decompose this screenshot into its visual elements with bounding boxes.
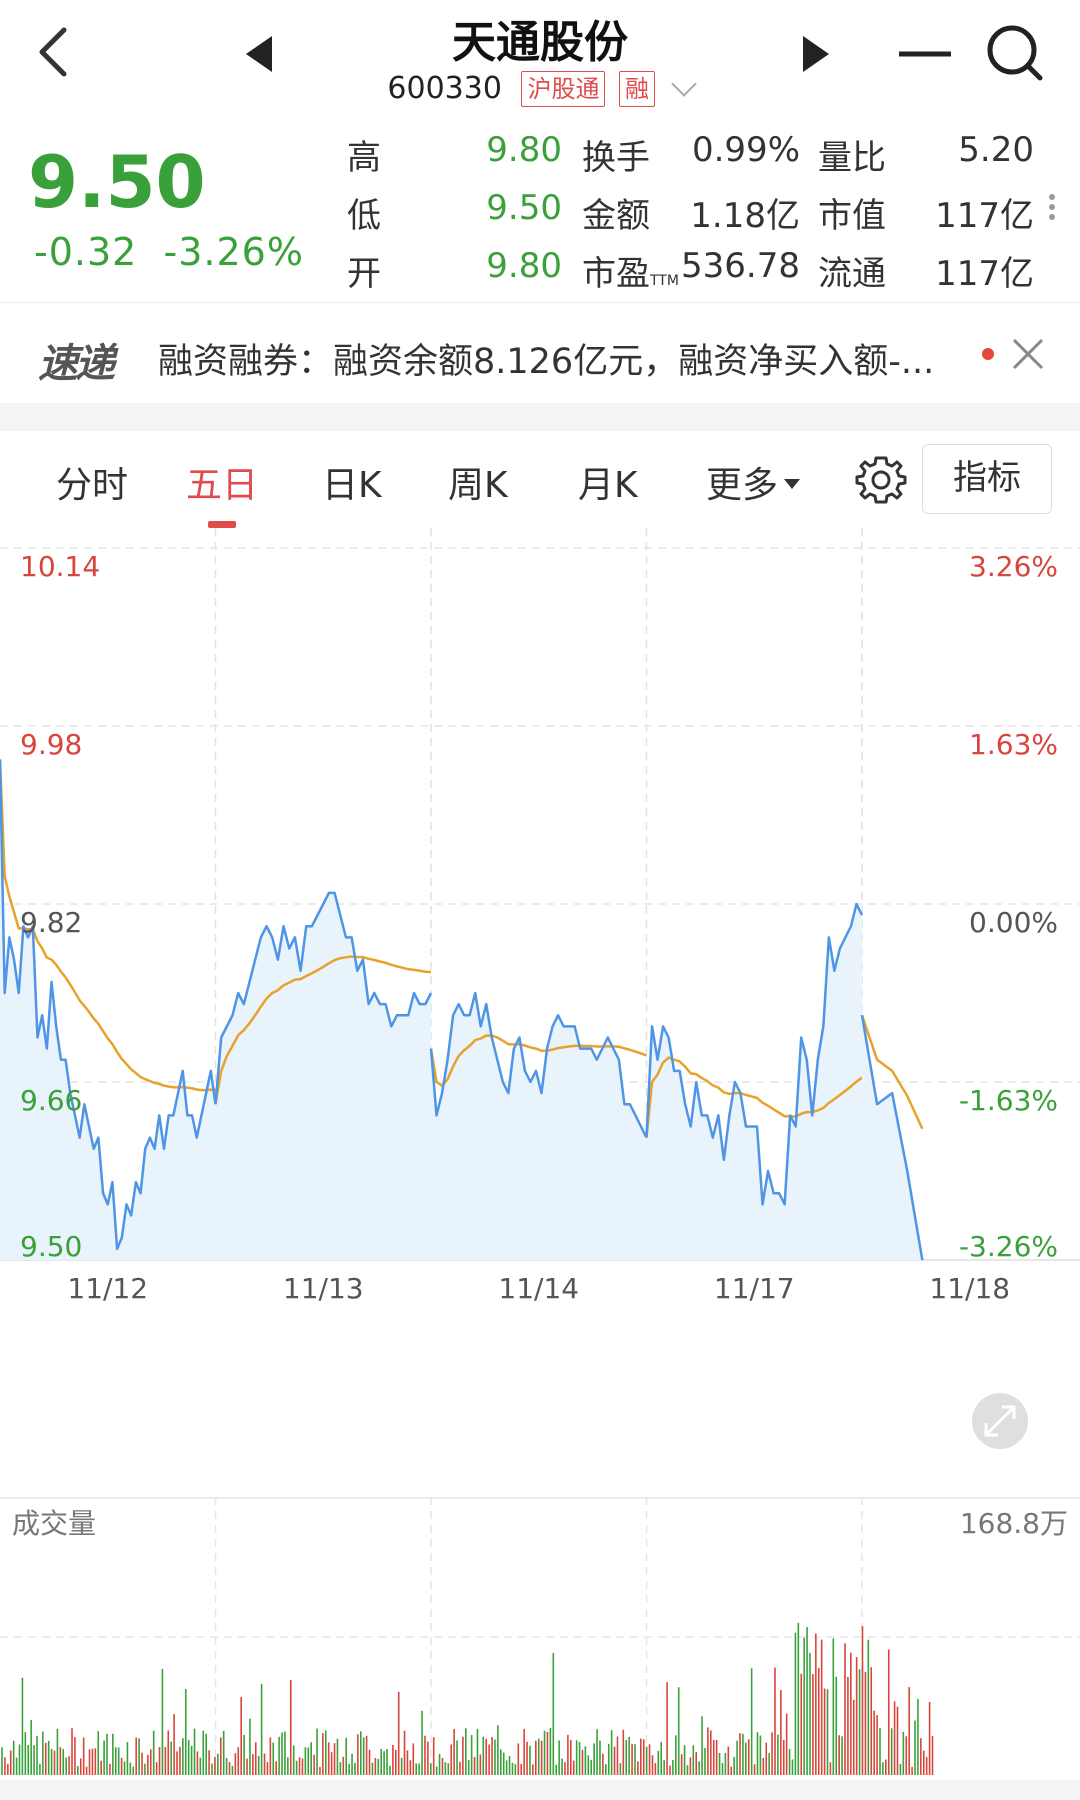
y-tick-left: 9.50: [20, 1230, 82, 1263]
stock-name: 天通股份: [452, 17, 628, 68]
y-tick-right: 3.26%: [969, 550, 1058, 583]
news-logo: 速递: [38, 341, 115, 387]
price-line: [0, 759, 217, 1251]
stat-label-amount: 金额: [582, 196, 650, 236]
tab-more-label: 更多: [706, 465, 779, 506]
stat-label-pe-text: 市盈: [582, 254, 650, 294]
stat-value-volume-ratio: 5.20: [958, 130, 1034, 170]
price-area-fill: [646, 904, 862, 1260]
stat-label-open: 开: [347, 254, 381, 294]
price-change: -0.32 -3.26%: [34, 230, 304, 274]
margin-trading-tag: 融: [619, 70, 656, 107]
tab-five-day[interactable]: 五日: [186, 465, 259, 506]
section-divider: [0, 403, 1080, 431]
stat-label-low: 低: [347, 196, 381, 236]
tab-daily-k[interactable]: 日K: [322, 465, 382, 506]
price-area-fill: [862, 1015, 923, 1260]
close-icon[interactable]: [1008, 334, 1048, 374]
tab-monthly-k[interactable]: 月K: [578, 465, 638, 506]
quote-panel: 9.50 -0.32 -3.26% 高 9.80 换手 0.99% 量比 5.2…: [0, 120, 1080, 300]
back-arrow-icon[interactable]: [30, 22, 78, 82]
stat-value-high: 9.80: [486, 130, 562, 170]
stock-code: 600330: [387, 71, 502, 106]
more-stats-icon[interactable]: [1045, 190, 1059, 240]
y-tick-left: 10.14: [20, 550, 100, 583]
stat-label-pe: 市盈TTM: [582, 246, 679, 295]
stat-label-turnover: 换手: [582, 138, 650, 178]
caret-down-icon: [784, 479, 801, 489]
price-line: [860, 1015, 924, 1261]
stat-value-pe: 536.78: [681, 246, 800, 286]
price-line: [214, 891, 433, 1105]
x-tick-label: 11/14: [498, 1272, 579, 1305]
y-tick-left: 9.82: [20, 906, 82, 939]
y-tick-right: 0.00%: [969, 906, 1058, 939]
gear-icon[interactable]: [855, 454, 907, 506]
x-tick-label: 11/13: [283, 1272, 364, 1305]
stat-label-float-cap: 流通: [818, 254, 886, 294]
expand-icon[interactable]: [972, 1393, 1028, 1449]
stat-value-amount: 1.18亿: [690, 196, 800, 236]
bottom-bar: [0, 1780, 1080, 1800]
next-stock-icon[interactable]: [795, 30, 835, 78]
price-line: [645, 902, 864, 1206]
volume-max-label: 168.8万: [960, 1507, 1068, 1540]
stat-value-open: 9.80: [486, 246, 562, 286]
change-percent: -3.26%: [163, 230, 304, 274]
y-tick-left: 9.66: [20, 1084, 82, 1117]
minimize-icon[interactable]: [895, 30, 955, 78]
x-tick-label: 11/18: [929, 1272, 1010, 1305]
stat-value-market-cap: 117亿: [935, 196, 1034, 236]
header-bar: 天通股份 600330 沪股通 融: [0, 0, 1080, 120]
price-line: [429, 991, 648, 1139]
stat-label-high: 高: [347, 138, 381, 178]
five-day-price-chart[interactable]: 10.14 9.98 9.82 9.66 9.50 3.26% 1.63% 0.00% -1.6…: [0, 528, 1080, 1496]
stat-label-market-cap: 市值: [818, 196, 886, 236]
stat-value-low: 9.50: [486, 188, 562, 228]
average-price-line: [645, 1056, 863, 1138]
shanghai-connect-tag: 沪股通: [521, 70, 606, 107]
y-tick-right: 1.63%: [969, 728, 1058, 761]
indicator-button[interactable]: 指标: [922, 444, 1052, 514]
stat-label-volume-ratio: 量比: [818, 138, 886, 178]
change-amount: -0.32: [34, 230, 138, 274]
stat-value-float-cap: 117亿: [935, 254, 1034, 294]
tab-weekly-k[interactable]: 周K: [448, 465, 508, 506]
volume-title: 成交量: [12, 1507, 96, 1540]
average-price-line: [860, 1014, 924, 1130]
active-tab-indicator: [208, 521, 236, 528]
price-area-fill: [431, 993, 647, 1260]
stat-label-pe-ttm: TTM: [650, 273, 679, 289]
unread-dot-icon: [982, 348, 994, 360]
stat-value-turnover: 0.99%: [691, 130, 800, 170]
news-ticker[interactable]: 速递 融资融券：融资余额8.126亿元，融资净买入额-...: [0, 302, 1080, 402]
price-area-fill: [215, 892, 431, 1260]
chevron-down-icon[interactable]: [670, 70, 697, 97]
search-icon[interactable]: [982, 20, 1046, 84]
average-price-line: [214, 955, 432, 1105]
volume-chart: 成交量 168.8万: [0, 1497, 1080, 1775]
previous-stock-icon[interactable]: [240, 30, 280, 78]
tab-intraday[interactable]: 分时: [56, 465, 129, 506]
tab-more[interactable]: 更多: [706, 456, 801, 508]
news-headline[interactable]: 融资融券：融资余额8.126亿元，融资净买入额-...: [158, 342, 935, 382]
chart-period-tabs: 分时 五日 日K 周K 月K 更多: [0, 432, 1080, 528]
current-price: 9.50: [28, 140, 206, 224]
x-tick-label: 11/17: [714, 1272, 795, 1305]
x-tick-label: 11/12: [67, 1272, 148, 1305]
average-price-line: [429, 1034, 647, 1088]
y-tick-left: 9.98: [20, 728, 82, 761]
y-tick-right: -1.63%: [959, 1084, 1058, 1117]
y-tick-right: -3.26%: [959, 1230, 1058, 1263]
stock-code-line: 600330 沪股通 融: [0, 70, 1080, 107]
